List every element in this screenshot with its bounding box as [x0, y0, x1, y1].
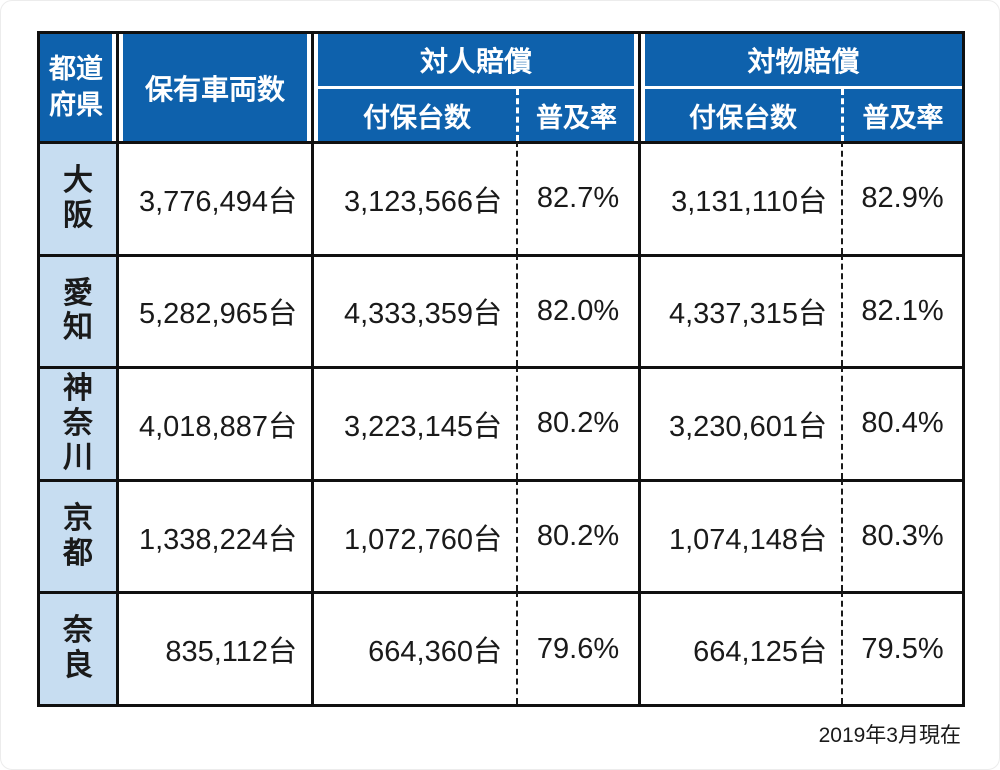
cell-vehicles-aichi: 5,282,965台: [119, 253, 314, 367]
cell-pd-insured-kyoto: 1,074,148台: [641, 478, 843, 592]
header-label-prefecture: 都道 府県: [40, 34, 112, 141]
cell-pd-rate-aichi: 82.1%: [843, 253, 962, 367]
cell-pd-insured-nara: 664,125台: [641, 591, 843, 704]
cell-bi-rate-kyoto: 80.2%: [518, 478, 641, 592]
cell-bi-rate-kanagawa: 80.2%: [518, 366, 641, 479]
cell-bi-insured-kyoto: 1,072,760台: [314, 478, 518, 592]
cell-bi-insured-nara: 664,360台: [314, 591, 518, 704]
cell-bi-rate-osaka: 82.7%: [518, 141, 641, 254]
cell-pd-insured-osaka: 3,131,110台: [641, 141, 843, 254]
cell-prefecture-aichi: 愛 知: [40, 253, 119, 367]
cell-pd-rate-nara: 79.5%: [843, 591, 962, 704]
header-label-bi-insured-count: 付保台数: [318, 89, 516, 141]
cell-bi-insured-kanagawa: 3,223,145台: [314, 366, 518, 479]
header-label-pd-coverage-rate: 普及率: [841, 89, 962, 141]
header-label-bodily-injury: 対人賠償: [318, 34, 634, 86]
cell-bi-rate-aichi: 82.0%: [518, 253, 641, 367]
cell-vehicles-nara: 835,112台: [119, 591, 314, 704]
cell-pd-insured-aichi: 4,337,315台: [641, 253, 843, 367]
cell-pd-rate-kanagawa: 80.4%: [843, 366, 962, 479]
header-label-bi-coverage-rate: 普及率: [516, 89, 634, 141]
cell-prefecture-nara: 奈 良: [40, 591, 119, 704]
header-subrow-bodily-injury: 付保台数 普及率: [318, 89, 634, 141]
header-label-vehicles-owned: 保有車両数: [123, 34, 307, 141]
cell-vehicles-kanagawa: 4,018,887台: [119, 366, 314, 479]
header-subrow-property-damage: 付保台数 普及率: [645, 89, 962, 141]
cell-vehicles-osaka: 3,776,494台: [119, 141, 314, 254]
header-group-property-damage: 対物賠償 付保台数 普及率: [641, 34, 962, 141]
header-group-bodily-injury: 対人賠償 付保台数 普及率: [314, 34, 641, 141]
date-note: 2019年3月現在: [818, 724, 961, 747]
cell-vehicles-kyoto: 1,338,224台: [119, 478, 314, 592]
insurance-table: 都道 府県 保有車両数 対人賠償 付保台数 普及率 対物賠償 付保台数 普及率 …: [37, 31, 965, 707]
header-cell-prefecture: 都道 府県: [40, 34, 119, 141]
cell-prefecture-kyoto: 京 都: [40, 478, 119, 592]
header-label-property-damage: 対物賠償: [645, 34, 962, 86]
cell-pd-rate-kyoto: 80.3%: [843, 478, 962, 592]
header-cell-vehicles-owned: 保有車両数: [119, 34, 314, 141]
cell-bi-rate-nara: 79.6%: [518, 591, 641, 704]
cell-bi-insured-aichi: 4,333,359台: [314, 253, 518, 367]
cell-pd-rate-osaka: 82.9%: [843, 141, 962, 254]
cell-prefecture-kanagawa: 神 奈 川: [40, 366, 119, 479]
cell-prefecture-osaka: 大 阪: [40, 141, 119, 254]
header-label-pd-insured-count: 付保台数: [645, 89, 841, 141]
cell-pd-insured-kanagawa: 3,230,601台: [641, 366, 843, 479]
cell-bi-insured-osaka: 3,123,566台: [314, 141, 518, 254]
